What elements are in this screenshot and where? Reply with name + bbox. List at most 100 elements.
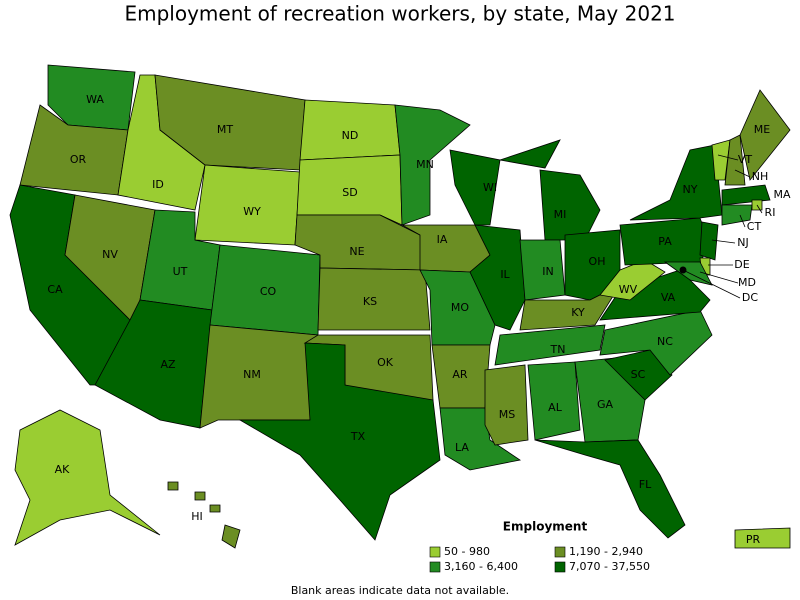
state-shape [721,184,771,206]
state-label: VT [738,153,753,166]
state-shape [484,364,529,446]
leader-line [739,214,746,228]
state-shape [699,221,719,261]
state-shape [317,267,431,331]
state-shape [539,169,601,241]
legend-label: 3,160 - 6,400 [444,560,518,573]
state-shape [209,504,221,513]
state-shape [629,144,723,221]
state-shape [604,349,673,401]
state-shape [449,149,501,226]
state-label: RI [765,206,776,219]
state-label: MS [499,408,515,421]
state-label: WV [619,283,638,296]
state-label: CT [747,220,762,233]
state-label: NV [102,248,118,261]
legend-swatch [429,546,441,558]
state-label: AL [548,401,563,414]
state-label: MN [416,158,434,171]
state-label: MD [738,276,756,289]
state-label: TX [350,430,366,443]
state-label: OH [589,255,606,268]
state-label: ID [152,178,164,191]
state-label: UT [173,265,188,278]
state-label: NH [752,170,769,183]
state-label: WY [243,205,261,218]
state-label: SC [631,368,646,381]
state-shape [534,439,686,539]
state-shape [519,284,622,331]
state-label: CA [47,283,63,296]
legend-title: Employment [503,520,588,534]
leader-line [717,154,739,161]
states [9,64,791,549]
state-shape [167,481,179,491]
state-label: TN [550,343,566,356]
state-label: HI [191,510,203,523]
state-label: DC [742,291,758,304]
leader-line [711,239,736,244]
legend-label: 1,190 - 2,940 [569,545,643,558]
state-labels: WA OR CA NV ID MT WY UT AZ CO NM ND SD NE KS OK TX MN IA MO… [47,93,791,546]
state-label: NJ [737,236,748,249]
legend-label: 7,070 - 37,550 [569,560,650,573]
state-label: MI [554,208,567,221]
state-label: NC [657,335,673,348]
state-label: FL [639,478,652,491]
state-shape [499,139,561,169]
state-shape [739,89,791,181]
state-label: IA [437,233,448,246]
legend-swatch [554,546,566,558]
state-label: OK [377,356,394,369]
state-shape [238,342,441,541]
state-label: NM [243,368,261,381]
state-shape [663,261,713,286]
state-label: PR [746,533,761,546]
state-label: ME [754,123,770,136]
state-shape [194,491,206,501]
state-label: ND [342,129,359,142]
legend: 50 - 980 1,190 - 2,940 3,160 - 6,400 7,070 … [429,545,650,573]
state-label: OR [70,153,87,166]
state-label: VA [661,291,676,304]
state-shape [394,104,471,226]
state-label: IL [500,268,510,281]
state-shape [296,154,403,226]
state-shape [221,524,241,549]
state-label: WA [86,93,104,106]
map-title: Employment of recreation workers, by sta… [124,2,675,26]
state-label: KS [363,295,377,308]
state-label: MA [773,188,790,201]
state-label: MO [451,301,469,314]
state-label: MT [217,123,233,136]
state-label: SD [342,186,357,199]
state-label: AK [55,463,71,476]
footnote: Blank areas indicate data not available. [291,584,509,597]
state-shape [14,409,161,546]
leader-lines [682,154,763,299]
state-shape [494,324,606,366]
leader-line [699,271,739,284]
leader-line [756,204,763,214]
state-shape [154,74,306,171]
state-shape [721,204,753,226]
state-label: KY [571,306,585,319]
legend-label: 50 - 980 [444,545,490,558]
state-label: GA [597,398,614,411]
legend-swatch [554,561,566,573]
state-label: CO [260,285,277,298]
state-label: NE [349,245,364,258]
state-label: AZ [160,358,176,371]
state-shape [711,139,731,181]
state-label: LA [455,441,469,454]
state-label: AR [452,368,468,381]
state-shape [527,361,581,441]
leader-line [682,269,741,299]
state-label: PA [658,235,672,248]
state-shape [599,259,666,301]
state-label: IN [542,265,553,278]
state-label: NY [683,183,698,196]
leader-line [734,169,751,178]
legend-swatch [429,561,441,573]
